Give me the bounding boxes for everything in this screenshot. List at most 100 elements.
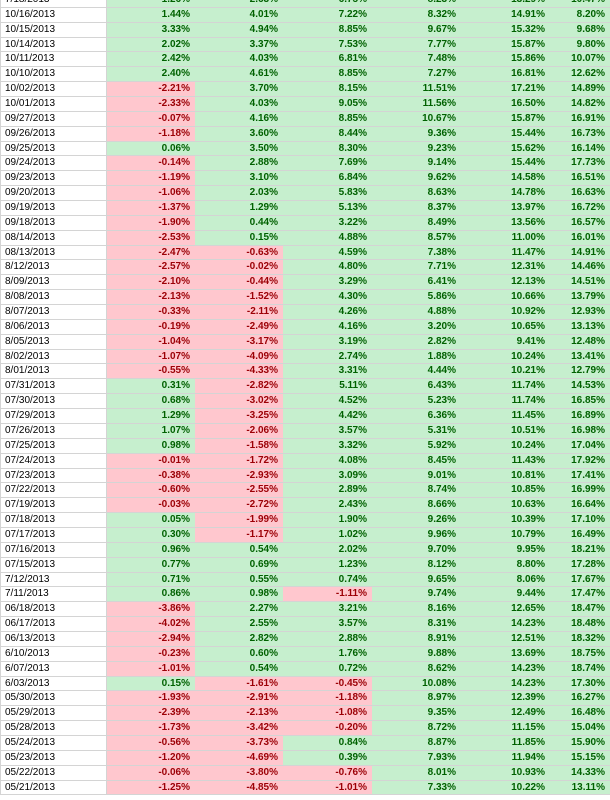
value-cell[interactable]: 17.92% bbox=[550, 453, 610, 468]
value-cell[interactable]: -2.39% bbox=[107, 706, 195, 721]
value-cell[interactable]: 3.57% bbox=[283, 617, 372, 631]
value-cell[interactable]: -2.47% bbox=[107, 245, 195, 260]
date-cell[interactable]: 10/11/2013 bbox=[0, 52, 107, 67]
value-cell[interactable]: -0.19% bbox=[107, 319, 195, 334]
value-cell[interactable]: -2.72% bbox=[195, 498, 283, 513]
value-cell[interactable]: 17.67% bbox=[550, 572, 610, 587]
value-cell[interactable]: 15.90% bbox=[550, 735, 610, 750]
value-cell[interactable]: 15.32% bbox=[461, 22, 550, 37]
value-cell[interactable]: 6.75% bbox=[283, 0, 372, 7]
value-cell[interactable]: 8.85% bbox=[283, 111, 372, 126]
date-cell[interactable]: 09/25/2013 bbox=[0, 141, 107, 156]
value-cell[interactable]: 8.97% bbox=[372, 691, 461, 706]
value-cell[interactable]: 2.82% bbox=[195, 631, 283, 646]
value-cell[interactable]: -0.33% bbox=[107, 305, 195, 319]
value-cell[interactable]: 14.91% bbox=[461, 7, 550, 22]
value-cell[interactable]: 9.62% bbox=[372, 171, 461, 186]
value-cell[interactable]: 15.86% bbox=[461, 52, 550, 67]
value-cell[interactable]: 9.96% bbox=[372, 527, 461, 542]
value-cell[interactable]: 7.93% bbox=[372, 750, 461, 765]
value-cell[interactable]: 18.74% bbox=[550, 661, 610, 676]
value-cell[interactable]: -0.01% bbox=[107, 453, 195, 468]
date-cell[interactable]: 07/17/2013 bbox=[0, 527, 107, 542]
value-cell[interactable]: 13.56% bbox=[461, 215, 550, 230]
date-cell[interactable]: 8/12/2013 bbox=[0, 260, 107, 275]
date-cell[interactable]: 07/31/2013 bbox=[0, 379, 107, 394]
value-cell[interactable]: 9.01% bbox=[372, 468, 461, 483]
date-cell[interactable]: 7/11/2013 bbox=[0, 587, 107, 602]
date-cell[interactable]: 09/26/2013 bbox=[0, 126, 107, 141]
value-cell[interactable]: 11.74% bbox=[461, 394, 550, 409]
value-cell[interactable]: -3.42% bbox=[195, 721, 283, 735]
value-cell[interactable]: 14.23% bbox=[461, 661, 550, 676]
value-cell[interactable]: 10.66% bbox=[461, 290, 550, 305]
value-cell[interactable]: 0.77% bbox=[107, 557, 195, 572]
value-cell[interactable]: 10.47% bbox=[550, 0, 610, 7]
value-cell[interactable]: -0.44% bbox=[195, 275, 283, 290]
value-cell[interactable]: 3.33% bbox=[107, 22, 195, 37]
date-cell[interactable]: 6/07/2013 bbox=[0, 661, 107, 676]
value-cell[interactable]: 17.41% bbox=[550, 468, 610, 483]
value-cell[interactable]: 9.88% bbox=[372, 646, 461, 661]
value-cell[interactable]: 0.44% bbox=[195, 215, 283, 230]
value-cell[interactable]: 4.94% bbox=[195, 22, 283, 37]
value-cell[interactable]: -2.13% bbox=[195, 706, 283, 721]
value-cell[interactable]: 10.07% bbox=[550, 52, 610, 67]
value-cell[interactable]: 16.57% bbox=[550, 215, 610, 230]
value-cell[interactable]: 4.16% bbox=[195, 111, 283, 126]
value-cell[interactable]: -1.58% bbox=[195, 438, 283, 453]
value-cell[interactable]: 8.44% bbox=[283, 126, 372, 141]
value-cell[interactable]: 3.70% bbox=[195, 82, 283, 97]
value-cell[interactable]: 0.69% bbox=[195, 557, 283, 572]
value-cell[interactable]: 0.68% bbox=[107, 394, 195, 409]
value-cell[interactable]: 0.15% bbox=[195, 230, 283, 245]
date-cell[interactable]: 6/10/2013 bbox=[0, 646, 107, 661]
value-cell[interactable]: -4.02% bbox=[107, 617, 195, 631]
value-cell[interactable]: 2.88% bbox=[195, 156, 283, 171]
value-cell[interactable]: 0.06% bbox=[107, 141, 195, 156]
value-cell[interactable]: 0.05% bbox=[107, 513, 195, 527]
value-cell[interactable]: 2.27% bbox=[195, 602, 283, 617]
value-cell[interactable]: 12.31% bbox=[461, 260, 550, 275]
value-cell[interactable]: 17.21% bbox=[461, 82, 550, 97]
value-cell[interactable]: -1.01% bbox=[107, 661, 195, 676]
value-cell[interactable]: 3.22% bbox=[283, 215, 372, 230]
date-cell[interactable]: 05/29/2013 bbox=[0, 706, 107, 721]
value-cell[interactable]: -1.06% bbox=[107, 186, 195, 201]
value-cell[interactable]: 0.55% bbox=[195, 572, 283, 587]
value-cell[interactable]: -2.93% bbox=[195, 468, 283, 483]
value-cell[interactable]: 11.56% bbox=[372, 97, 461, 111]
value-cell[interactable]: 18.21% bbox=[550, 542, 610, 557]
value-cell[interactable]: 1.23% bbox=[283, 557, 372, 572]
value-cell[interactable]: 12.13% bbox=[461, 275, 550, 290]
value-cell[interactable]: 3.09% bbox=[283, 468, 372, 483]
value-cell[interactable]: 10.63% bbox=[461, 498, 550, 513]
value-cell[interactable]: 3.50% bbox=[195, 141, 283, 156]
value-cell[interactable]: 8.15% bbox=[283, 82, 372, 97]
value-cell[interactable]: 10.79% bbox=[461, 527, 550, 542]
date-cell[interactable]: 05/24/2013 bbox=[0, 735, 107, 750]
value-cell[interactable]: 4.44% bbox=[372, 364, 461, 379]
value-cell[interactable]: 11.85% bbox=[461, 735, 550, 750]
value-cell[interactable]: 17.73% bbox=[550, 156, 610, 171]
value-cell[interactable]: 10.65% bbox=[461, 319, 550, 334]
value-cell[interactable]: -1.07% bbox=[107, 349, 195, 364]
value-cell[interactable]: 2.02% bbox=[107, 37, 195, 52]
value-cell[interactable]: -4.33% bbox=[195, 364, 283, 379]
value-cell[interactable]: 0.98% bbox=[195, 587, 283, 602]
value-cell[interactable]: 1.26% bbox=[107, 0, 195, 7]
date-cell[interactable]: 08/13/2013 bbox=[0, 245, 107, 260]
value-cell[interactable]: 1.88% bbox=[372, 349, 461, 364]
value-cell[interactable]: 0.71% bbox=[107, 572, 195, 587]
value-cell[interactable]: 10.81% bbox=[461, 468, 550, 483]
value-cell[interactable]: 7.22% bbox=[283, 7, 372, 22]
value-cell[interactable]: 7.48% bbox=[372, 52, 461, 67]
value-cell[interactable]: -0.55% bbox=[107, 364, 195, 379]
value-cell[interactable]: 8.91% bbox=[372, 631, 461, 646]
value-cell[interactable]: -2.11% bbox=[195, 305, 283, 319]
value-cell[interactable]: 2.42% bbox=[107, 52, 195, 67]
date-cell[interactable]: 05/30/2013 bbox=[0, 691, 107, 706]
value-cell[interactable]: 16.91% bbox=[550, 111, 610, 126]
value-cell[interactable]: 9.23% bbox=[372, 141, 461, 156]
value-cell[interactable]: -0.20% bbox=[283, 721, 372, 735]
